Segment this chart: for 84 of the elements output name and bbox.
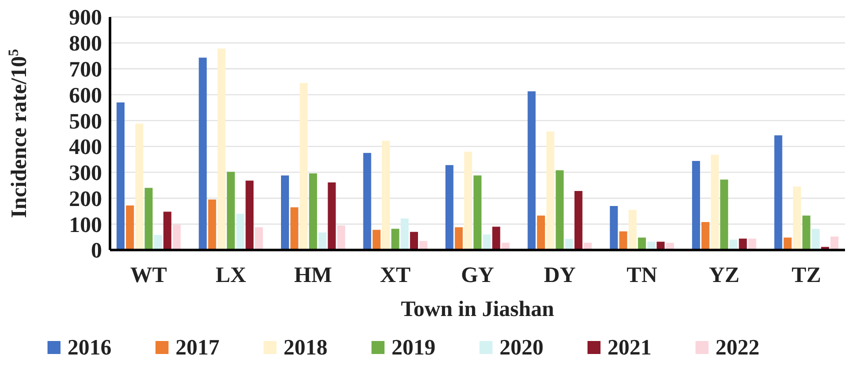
y-tick-label: 100: [69, 212, 102, 237]
y-tick-label: 600: [69, 82, 102, 108]
bar: [628, 210, 637, 250]
bar: [454, 227, 463, 250]
bar: [246, 180, 254, 250]
y-tick-label: 700: [69, 56, 102, 82]
bar: [774, 135, 782, 250]
x-tick-label: XT: [380, 262, 411, 287]
bar: [647, 242, 656, 250]
x-tick-label: DY: [544, 262, 576, 287]
legend-label: 2020: [500, 334, 544, 360]
bar: [116, 102, 125, 250]
bar: [318, 232, 326, 250]
bar: [638, 238, 646, 250]
bar: [154, 234, 162, 250]
y-tick-label: 900: [69, 4, 102, 30]
bar: [290, 207, 298, 250]
bar: [400, 218, 409, 250]
legend-label: 2021: [608, 334, 652, 360]
bar: [720, 180, 728, 250]
bar: [144, 188, 153, 250]
bar: [337, 225, 346, 250]
bar: [126, 205, 134, 250]
bar: [730, 240, 738, 250]
x-tick-label: YZ: [708, 262, 740, 287]
y-tick-label: 200: [69, 186, 102, 211]
bar: [802, 216, 810, 250]
bar: [254, 227, 263, 250]
x-tick-label: LX: [216, 262, 246, 287]
legend-label: 2016: [68, 334, 112, 360]
bar: [482, 234, 491, 250]
bar: [226, 172, 235, 250]
bar: [830, 236, 838, 250]
y-tick-label: 500: [69, 108, 102, 134]
y-tick-label: 0: [91, 238, 102, 263]
bar: [656, 242, 665, 250]
bar: [135, 124, 144, 250]
bar: [445, 165, 454, 250]
bar: [309, 173, 318, 250]
bar: [738, 238, 747, 250]
bar: [281, 175, 289, 250]
bar: [372, 230, 381, 250]
legend-label: 2017: [176, 334, 220, 360]
bar: [198, 58, 207, 250]
bar: [208, 200, 216, 250]
bar: [701, 222, 710, 250]
bar: [391, 228, 400, 250]
x-tick-label: GY: [461, 262, 494, 287]
bar: [492, 226, 500, 250]
bar: [528, 91, 536, 250]
legend-label: 2022: [716, 334, 760, 360]
bar: [410, 232, 418, 250]
bar: [574, 190, 582, 250]
bar: [537, 216, 545, 250]
bar: [619, 231, 628, 250]
bar: [556, 170, 564, 250]
bar: [546, 131, 554, 250]
bar: [793, 186, 801, 250]
x-axis-title: Town in Jiashan: [400, 296, 554, 321]
y-tick-label: 300: [69, 160, 102, 186]
bar: [163, 212, 172, 250]
x-tick-label: TN: [626, 262, 658, 287]
bar: [610, 206, 618, 250]
x-tick-label: WT: [130, 262, 168, 287]
bar: [300, 83, 308, 250]
bar: [172, 224, 181, 250]
bar: [218, 48, 226, 250]
y-tick-label: 400: [69, 134, 102, 160]
bar: [784, 238, 792, 250]
legend-label: 2018: [284, 334, 328, 360]
x-tick-label: HM: [294, 262, 332, 287]
bar: [464, 152, 472, 250]
x-tick-label: TZ: [792, 262, 822, 287]
legend-label: 2019: [392, 334, 436, 360]
bar: [474, 175, 482, 250]
bar: [692, 160, 700, 250]
y-tick-label: 800: [69, 30, 102, 56]
bar: [812, 228, 820, 250]
bar: [710, 154, 719, 250]
bar: [236, 214, 244, 250]
bar: [382, 140, 390, 250]
bar: [565, 238, 574, 250]
bar: [363, 152, 372, 250]
bar: [328, 182, 336, 250]
